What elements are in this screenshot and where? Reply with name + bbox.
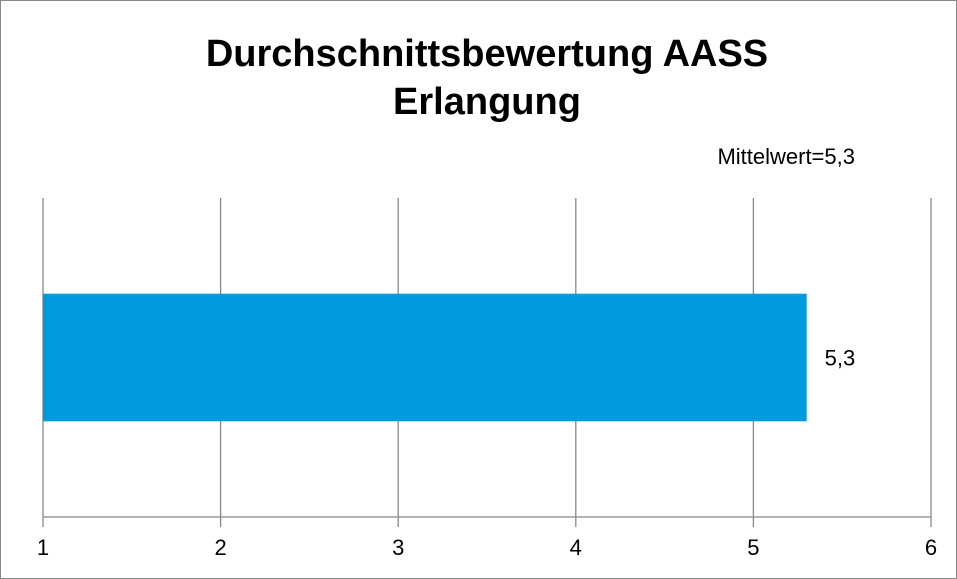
chart-title: Durchschnittsbewertung AASS Erlangung	[205, 33, 769, 123]
x-tick-label: 6	[925, 535, 937, 560]
x-tick-label: 2	[214, 535, 226, 560]
annotation: Mittelwert=5,3	[717, 144, 855, 169]
data-label: 5,3	[825, 345, 856, 370]
x-tick-label: 1	[37, 535, 49, 560]
x-tick-label: 4	[570, 535, 582, 560]
bar	[43, 293, 807, 422]
x-tick-label: 5	[747, 535, 759, 560]
x-tick-label: 3	[392, 535, 404, 560]
